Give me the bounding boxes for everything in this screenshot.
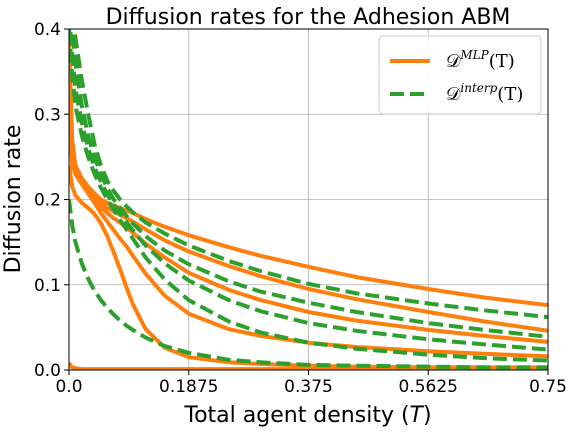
y-tick-label-4: 0.4 [34,20,61,40]
x-tick-label-2: 0.375 [284,377,333,397]
mlp-series-line-5 [69,361,548,370]
series-lines [69,29,548,370]
x-axis-label-text: Total agent density ( [183,403,409,428]
y-axis-label: Diffusion rate [1,125,26,274]
x-tick-label-4: 0.75 [529,377,567,397]
mlp-series-line-3 [69,114,548,359]
y-tick-label-3: 0.3 [34,105,61,125]
mlp-series-line-4 [69,165,548,370]
legend-mlp-label: 𝒟MLP(T) [446,48,515,72]
x-axis-label: Total agent density (T) [183,403,431,428]
x-axis-label-close: ) [423,403,432,428]
y-tick-label-0: 0.0 [34,361,61,381]
series-group [69,29,548,370]
x-tick-label-1: 0.1875 [159,377,218,397]
interp-series-line-7 [70,29,548,339]
y-tick-label-1: 0.1 [34,276,61,296]
legend-interp-label: 𝒟interp(T) [446,81,523,105]
legend: 𝒟MLP(T) 𝒟interp(T) [378,35,542,115]
interp-series-line-8 [69,29,548,352]
x-axis-label-var: T [410,403,425,428]
axis-ticks: 0.0 0.1875 0.375 0.5625 0.75 0.0 0.1 0.2 0.3 0.4 [34,20,567,397]
x-tick-label-0: 0.0 [55,377,82,397]
x-tick-label-3: 0.5625 [399,377,458,397]
interp-series-line-10 [69,199,548,370]
interp-series-line-6 [72,29,548,320]
chart-title: Diffusion rates for the Adhesion ABM [106,5,511,30]
y-tick-label-2: 0.2 [34,191,61,211]
